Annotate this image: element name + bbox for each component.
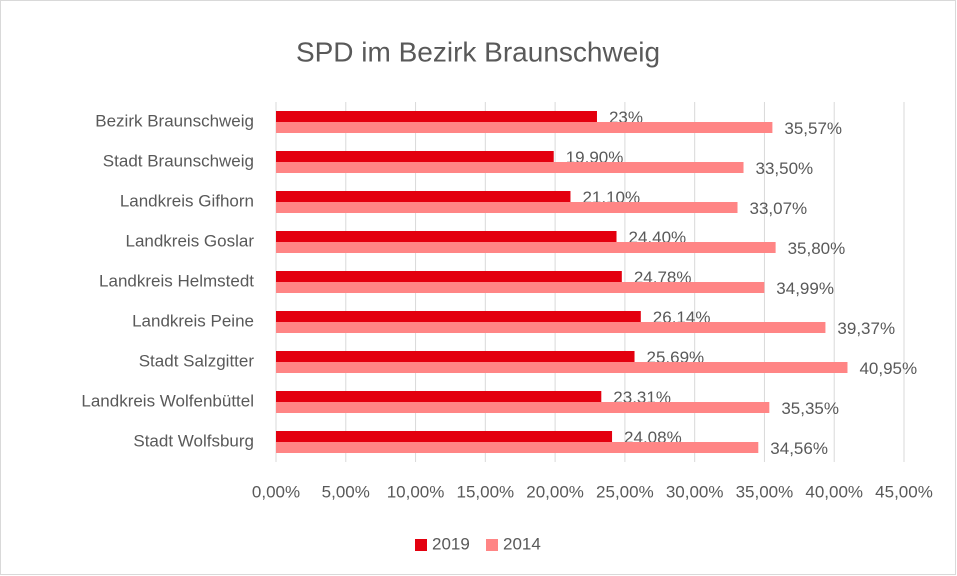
y-tick-label: Stadt Braunschweig (103, 151, 254, 170)
y-tick-label: Bezirk Braunschweig (95, 111, 254, 130)
bar (276, 231, 617, 242)
x-tick-label: 35,00% (736, 482, 794, 501)
bar (276, 122, 773, 133)
bar (276, 111, 597, 122)
data-label: 35,35% (781, 399, 839, 418)
y-tick-label: Stadt Wolfsburg (133, 431, 254, 450)
legend-swatch (415, 539, 427, 551)
legend-swatch (486, 539, 498, 551)
bar (276, 271, 622, 282)
x-tick-label: 45,00% (875, 482, 933, 501)
data-label: 33,07% (750, 199, 808, 218)
data-label: 34,56% (770, 439, 828, 458)
y-tick-label: Landkreis Wolfenbüttel (81, 391, 254, 410)
x-tick-label: 25,00% (596, 482, 654, 501)
bar (276, 242, 776, 253)
x-tick-label: 30,00% (666, 482, 724, 501)
data-label: 40,95% (859, 359, 917, 378)
chart-title: SPD im Bezirk Braunschweig (296, 36, 660, 67)
bar (276, 151, 554, 162)
bar (276, 311, 641, 322)
bar (276, 351, 635, 362)
bar (276, 191, 571, 202)
bar (276, 402, 770, 413)
x-tick-label: 5,00% (322, 482, 370, 501)
bar (276, 442, 759, 453)
x-tick-label: 0,00% (252, 482, 300, 501)
bar (276, 162, 744, 173)
bar (276, 322, 826, 333)
data-label: 34,99% (776, 279, 834, 298)
x-tick-label: 10,00% (387, 482, 445, 501)
data-label: 35,57% (784, 119, 842, 138)
bar (276, 391, 602, 402)
bar (276, 282, 765, 293)
y-tick-label: Landkreis Helmstedt (99, 271, 254, 290)
legend-label: 2014 (503, 534, 541, 553)
x-tick-label: 20,00% (526, 482, 584, 501)
x-tick-label: 15,00% (456, 482, 514, 501)
y-tick-label: Landkreis Goslar (125, 231, 254, 250)
y-tick-label: Landkreis Peine (132, 311, 254, 330)
y-tick-label: Stadt Salzgitter (139, 351, 255, 370)
y-tick-label: Landkreis Gifhorn (120, 191, 254, 210)
data-label: 39,37% (837, 319, 895, 338)
data-label: 35,80% (788, 239, 846, 258)
bar (276, 202, 738, 213)
bar (276, 362, 848, 373)
x-tick-label: 40,00% (805, 482, 863, 501)
legend-label: 2019 (432, 534, 470, 553)
bar (276, 431, 613, 442)
data-label: 33,50% (756, 159, 814, 178)
